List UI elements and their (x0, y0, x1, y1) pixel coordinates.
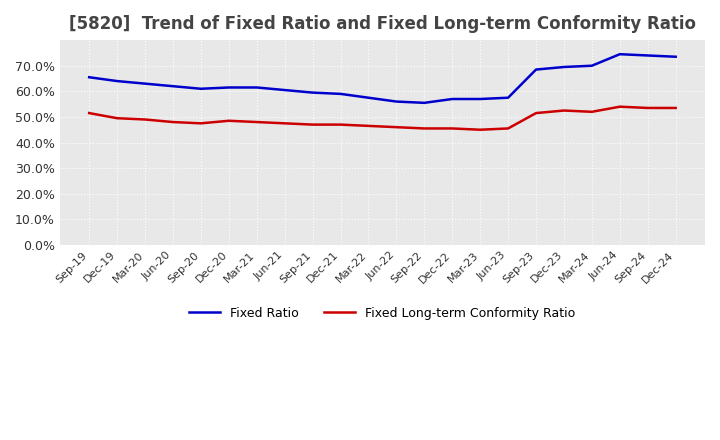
Fixed Ratio (476, 96, 485, 102)
Fixed Ratio (420, 100, 428, 106)
Fixed Long-term Conformity Ratio (504, 126, 513, 131)
Legend: Fixed Ratio, Fixed Long-term Conformity Ratio: Fixed Ratio, Fixed Long-term Conformity … (184, 302, 581, 325)
Title: [5820]  Trend of Fixed Ratio and Fixed Long-term Conformity Ratio: [5820] Trend of Fixed Ratio and Fixed Lo… (69, 15, 696, 33)
Line: Fixed Ratio: Fixed Ratio (89, 54, 675, 103)
Fixed Long-term Conformity Ratio (588, 109, 596, 114)
Fixed Long-term Conformity Ratio (197, 121, 205, 126)
Fixed Ratio (392, 99, 401, 104)
Fixed Ratio (140, 81, 149, 86)
Fixed Long-term Conformity Ratio (168, 119, 177, 125)
Fixed Long-term Conformity Ratio (671, 105, 680, 110)
Fixed Ratio (364, 95, 373, 100)
Fixed Long-term Conformity Ratio (336, 122, 345, 127)
Fixed Ratio (168, 84, 177, 89)
Fixed Ratio (253, 85, 261, 90)
Fixed Long-term Conformity Ratio (392, 125, 401, 130)
Fixed Long-term Conformity Ratio (308, 122, 317, 127)
Fixed Ratio (616, 51, 624, 57)
Fixed Ratio (280, 88, 289, 93)
Fixed Long-term Conformity Ratio (280, 121, 289, 126)
Fixed Long-term Conformity Ratio (364, 123, 373, 128)
Fixed Ratio (504, 95, 513, 100)
Fixed Ratio (336, 91, 345, 96)
Fixed Ratio (644, 53, 652, 58)
Fixed Ratio (448, 96, 456, 102)
Fixed Long-term Conformity Ratio (616, 104, 624, 109)
Fixed Ratio (531, 67, 540, 72)
Fixed Ratio (85, 75, 94, 80)
Fixed Long-term Conformity Ratio (420, 126, 428, 131)
Fixed Long-term Conformity Ratio (644, 105, 652, 110)
Fixed Ratio (113, 78, 122, 84)
Fixed Ratio (308, 90, 317, 95)
Fixed Long-term Conformity Ratio (531, 110, 540, 116)
Fixed Ratio (197, 86, 205, 92)
Fixed Long-term Conformity Ratio (253, 119, 261, 125)
Fixed Long-term Conformity Ratio (448, 126, 456, 131)
Fixed Long-term Conformity Ratio (113, 116, 122, 121)
Fixed Ratio (225, 85, 233, 90)
Fixed Long-term Conformity Ratio (85, 110, 94, 116)
Fixed Ratio (559, 64, 568, 70)
Fixed Long-term Conformity Ratio (225, 118, 233, 123)
Fixed Long-term Conformity Ratio (559, 108, 568, 113)
Fixed Ratio (588, 63, 596, 68)
Fixed Ratio (671, 54, 680, 59)
Fixed Long-term Conformity Ratio (140, 117, 149, 122)
Line: Fixed Long-term Conformity Ratio: Fixed Long-term Conformity Ratio (89, 106, 675, 130)
Fixed Long-term Conformity Ratio (476, 127, 485, 132)
